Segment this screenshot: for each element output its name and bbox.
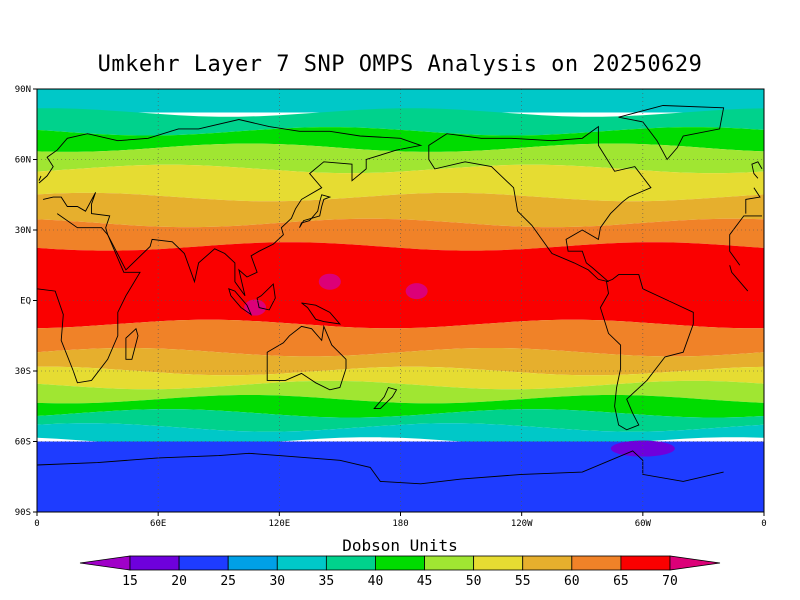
colorbar-tick-label: 30 (269, 574, 285, 589)
colorbar-tick-label: 50 (466, 574, 482, 589)
africa-coastline (729, 215, 762, 266)
colorbar-tick-label: 60 (564, 574, 580, 589)
longitude-label: 0 (34, 519, 39, 529)
latitude-band (37, 89, 764, 113)
longitude-label: 60E (150, 519, 166, 529)
latitude-band (37, 127, 764, 152)
longitude-label: 180 (392, 519, 408, 529)
latitude-band (37, 423, 764, 446)
ozone-maximum (318, 273, 341, 290)
latitude-labels: 90N 60N 30N EQ 30S 60S 90S (15, 85, 37, 518)
colorbar-tick-label: 40 (368, 574, 384, 589)
colorbar-swatch (129, 555, 180, 571)
uk-coastline (38, 175, 42, 181)
madagascar-coastline (125, 327, 139, 360)
latitude-band (37, 319, 764, 357)
longitude-label: 60W (635, 519, 652, 529)
colorbar-swatch (178, 555, 229, 571)
sumatra-coastline (228, 288, 253, 316)
colorbar-low-arrow (79, 555, 131, 571)
australia-coastline (266, 324, 347, 391)
latitude-band (37, 395, 764, 418)
gridlines (37, 89, 764, 512)
latitude-band (37, 218, 764, 251)
greenland-coastline (618, 105, 725, 161)
japan-coastline (299, 194, 332, 228)
latitude-label: 60N (15, 156, 31, 166)
colorbar-swatch (473, 555, 524, 571)
colorbar-tick-label: 20 (171, 574, 187, 589)
ozone-maximum (405, 283, 428, 300)
chart-title: Umkehr Layer 7 SNP OMPS Analysis on 2025… (97, 52, 703, 77)
europe-asia-coastline (38, 119, 423, 297)
latitude-label: 30S (15, 367, 31, 377)
colorbar-swatch (325, 555, 376, 571)
coastlines (37, 105, 763, 485)
ozone-minimum (610, 440, 675, 457)
ozone-contour-field (37, 89, 764, 512)
colorbar-swatch (620, 555, 671, 571)
colorbar: 15 20 25 30 35 40 45 50 55 60 65 70 (79, 555, 721, 589)
colorbar-swatch (522, 555, 573, 571)
colorbar-high-arrow (669, 555, 721, 571)
colorbar-swatch (571, 555, 622, 571)
africa-coastline (37, 213, 141, 384)
borneo-coastline (256, 283, 276, 311)
colorbar-tick-label: 65 (613, 574, 629, 589)
latitude-label: EQ (20, 297, 31, 307)
colorbar-tick-label: 25 (220, 574, 236, 589)
new-zealand-coastline (373, 386, 398, 410)
antarctica-coastline (37, 450, 724, 485)
south-america-coastline (599, 274, 694, 431)
latitude-label: 30N (15, 226, 31, 236)
uk-coastline (751, 161, 763, 179)
north-america-coastline (428, 125, 652, 283)
latitude-band (37, 366, 764, 390)
colorbar-tick-label: 35 (319, 574, 335, 589)
longitude-label: 0 (761, 519, 766, 529)
longitude-label: 120E (268, 519, 290, 529)
latitude-label: 90S (15, 508, 31, 518)
colorbar-swatch (276, 555, 327, 571)
latitude-band (37, 441, 764, 512)
latitude-band (37, 409, 764, 432)
latitude-band (37, 380, 764, 404)
colorbar-title: Dobson Units (342, 536, 458, 555)
colorbar-tick-label: 70 (662, 574, 678, 589)
latitude-band (37, 143, 764, 174)
africa-coastline (729, 265, 749, 292)
colorbar-tick-label: 55 (515, 574, 531, 589)
colorbar-swatch (227, 555, 278, 571)
ozone-maximum (244, 299, 267, 316)
europe-asia-coastline (745, 187, 761, 214)
latitude-label: 90N (15, 85, 31, 95)
new-guinea-coastline (301, 302, 342, 325)
colorbar-tick-label: 15 (122, 574, 138, 589)
longitude-label: 120W (511, 519, 533, 529)
colorbar-swatch (424, 555, 475, 571)
colorbar-tick-label: 45 (417, 574, 433, 589)
longitude-labels: 0 60E 120E 180 120W 60W 0 (34, 512, 767, 529)
latitude-label: 60S (15, 438, 31, 448)
latitude-band (37, 164, 764, 202)
colorbar-swatch (375, 555, 425, 571)
